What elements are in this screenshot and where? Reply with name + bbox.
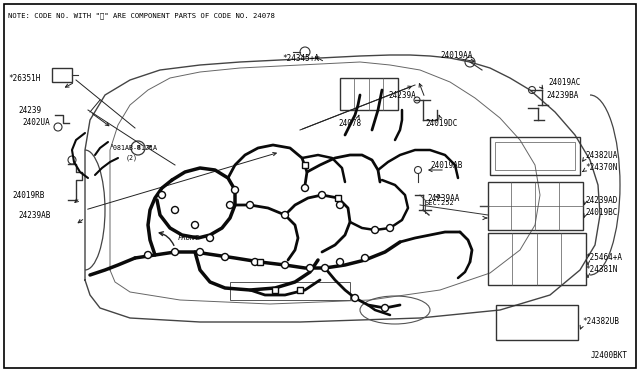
Circle shape xyxy=(232,186,239,193)
Bar xyxy=(488,233,586,285)
Text: *26351H: *26351H xyxy=(8,74,40,83)
Text: 24019BC: 24019BC xyxy=(585,208,618,217)
Text: SEC.252: SEC.252 xyxy=(425,200,455,206)
Text: *24381N: *24381N xyxy=(585,266,618,275)
Text: *24382UB: *24382UB xyxy=(582,317,619,327)
Text: 24239AA: 24239AA xyxy=(427,193,460,202)
Bar xyxy=(495,142,575,170)
Circle shape xyxy=(172,206,179,214)
Bar xyxy=(488,182,583,230)
Text: 24239BA: 24239BA xyxy=(546,90,579,99)
Circle shape xyxy=(337,259,344,266)
Circle shape xyxy=(351,295,358,301)
Bar xyxy=(340,78,398,110)
Circle shape xyxy=(172,248,179,256)
Text: 24239: 24239 xyxy=(18,106,41,115)
Bar xyxy=(496,305,578,340)
Text: (2): (2) xyxy=(126,155,138,161)
Circle shape xyxy=(387,224,394,231)
Text: ³081AB-8121A: ³081AB-8121A xyxy=(110,145,158,151)
Text: 24019AA: 24019AA xyxy=(440,51,472,60)
Circle shape xyxy=(145,251,152,259)
Circle shape xyxy=(221,253,228,260)
Bar xyxy=(230,282,350,300)
Bar xyxy=(297,287,303,293)
Bar xyxy=(272,287,278,293)
Text: J2400BKT: J2400BKT xyxy=(591,351,628,360)
Text: *24345+A: *24345+A xyxy=(282,54,319,62)
Circle shape xyxy=(319,192,326,199)
Circle shape xyxy=(362,254,369,262)
Bar xyxy=(52,68,72,82)
Text: 24239AD: 24239AD xyxy=(585,196,618,205)
Text: *24370N: *24370N xyxy=(585,163,618,171)
Text: FRONT: FRONT xyxy=(178,235,200,241)
Text: 24019RB: 24019RB xyxy=(12,190,44,199)
Text: 24019AB: 24019AB xyxy=(430,160,462,170)
Circle shape xyxy=(307,264,314,272)
Circle shape xyxy=(252,259,259,266)
Bar xyxy=(335,195,341,201)
Circle shape xyxy=(337,202,344,208)
Circle shape xyxy=(301,185,308,192)
Text: 2402UA: 2402UA xyxy=(22,118,50,126)
Circle shape xyxy=(159,192,166,199)
Text: B: B xyxy=(136,144,140,150)
Text: 24078: 24078 xyxy=(338,119,361,128)
Text: NOTE: CODE NO. WITH "※" ARE COMPONENT PARTS OF CODE NO. 24078: NOTE: CODE NO. WITH "※" ARE COMPONENT PA… xyxy=(8,12,275,19)
Circle shape xyxy=(196,248,204,256)
Circle shape xyxy=(246,202,253,208)
Circle shape xyxy=(282,262,289,269)
Circle shape xyxy=(321,264,328,272)
Text: 24019DC: 24019DC xyxy=(425,119,458,128)
Circle shape xyxy=(227,202,234,208)
Circle shape xyxy=(381,305,388,311)
Circle shape xyxy=(371,227,378,234)
Circle shape xyxy=(282,212,289,218)
Text: 24239A: 24239A xyxy=(388,90,416,99)
Bar xyxy=(302,162,308,168)
Text: 24019AC: 24019AC xyxy=(548,77,580,87)
Circle shape xyxy=(207,234,214,241)
Circle shape xyxy=(191,221,198,228)
Bar xyxy=(490,137,580,175)
Text: *25464+A: *25464+A xyxy=(585,253,622,263)
Bar xyxy=(257,259,263,265)
Text: 24382UA: 24382UA xyxy=(585,151,618,160)
Text: 24239AB: 24239AB xyxy=(18,211,51,219)
